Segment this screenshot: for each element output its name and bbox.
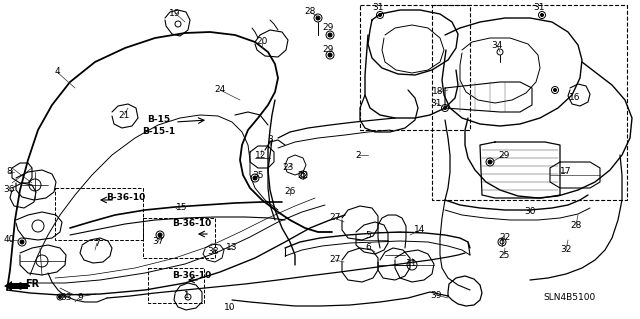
- Text: 18: 18: [432, 87, 444, 97]
- Text: 8: 8: [6, 167, 12, 176]
- Text: 9: 9: [77, 293, 83, 301]
- Text: 2: 2: [355, 151, 361, 160]
- Text: 13: 13: [227, 243, 237, 253]
- Circle shape: [20, 240, 24, 244]
- Circle shape: [328, 53, 332, 57]
- Text: 3: 3: [267, 136, 273, 145]
- Text: 10: 10: [224, 303, 236, 313]
- Text: 40: 40: [3, 235, 15, 244]
- Text: 35: 35: [252, 170, 264, 180]
- Text: 25: 25: [499, 250, 509, 259]
- Circle shape: [58, 295, 61, 299]
- Circle shape: [253, 176, 257, 180]
- Text: 30: 30: [524, 207, 536, 217]
- Circle shape: [378, 13, 381, 17]
- Text: 22: 22: [298, 170, 308, 180]
- Text: B-15-1: B-15-1: [143, 128, 175, 137]
- Text: B-15: B-15: [147, 115, 171, 124]
- Text: 33: 33: [60, 293, 72, 301]
- Text: 37: 37: [152, 238, 164, 247]
- Text: 1: 1: [184, 291, 190, 300]
- Text: 14: 14: [414, 226, 426, 234]
- Text: 36: 36: [3, 186, 15, 195]
- Text: 4: 4: [54, 68, 60, 77]
- Text: 5: 5: [365, 231, 371, 240]
- Circle shape: [541, 13, 543, 17]
- Text: 31: 31: [372, 4, 384, 12]
- Text: 29: 29: [499, 151, 509, 160]
- Text: 17: 17: [560, 167, 572, 176]
- Text: 21: 21: [118, 110, 130, 120]
- Text: 22: 22: [499, 234, 511, 242]
- Bar: [143, 218, 215, 258]
- Text: 11: 11: [406, 258, 418, 268]
- Circle shape: [316, 16, 320, 20]
- Text: B-36-10: B-36-10: [106, 192, 146, 202]
- Text: 15: 15: [176, 203, 188, 211]
- Text: B-36-10: B-36-10: [172, 271, 212, 279]
- Text: 39: 39: [430, 291, 442, 300]
- Text: 20: 20: [256, 38, 268, 47]
- Circle shape: [158, 233, 162, 237]
- Bar: [432, 5, 627, 200]
- Text: 29: 29: [323, 46, 333, 55]
- Text: 26: 26: [284, 188, 296, 197]
- Text: 23: 23: [282, 164, 294, 173]
- Text: 34: 34: [492, 41, 502, 49]
- Circle shape: [328, 33, 332, 37]
- Text: 12: 12: [255, 151, 267, 160]
- Text: 31: 31: [430, 99, 442, 108]
- FancyArrow shape: [4, 281, 28, 291]
- Text: 28: 28: [570, 220, 582, 229]
- Text: 38: 38: [207, 248, 219, 256]
- Circle shape: [554, 88, 557, 92]
- Bar: [55, 188, 143, 240]
- Circle shape: [444, 107, 447, 109]
- Text: 24: 24: [214, 85, 226, 94]
- Circle shape: [488, 160, 492, 164]
- Text: 27: 27: [330, 256, 340, 264]
- Text: FR: FR: [25, 279, 39, 289]
- Text: 28: 28: [304, 8, 316, 17]
- Bar: [148, 268, 204, 303]
- Bar: [360, 5, 470, 130]
- Text: 16: 16: [569, 93, 580, 101]
- Text: 27: 27: [330, 213, 340, 222]
- Text: B-36-10: B-36-10: [172, 219, 212, 227]
- Text: 19: 19: [169, 9, 180, 18]
- Text: 7: 7: [94, 239, 100, 248]
- Text: 6: 6: [365, 243, 371, 253]
- Text: SLN4B5100: SLN4B5100: [544, 293, 596, 302]
- Text: 29: 29: [323, 24, 333, 33]
- Text: 32: 32: [560, 246, 572, 255]
- Text: 31: 31: [533, 4, 545, 12]
